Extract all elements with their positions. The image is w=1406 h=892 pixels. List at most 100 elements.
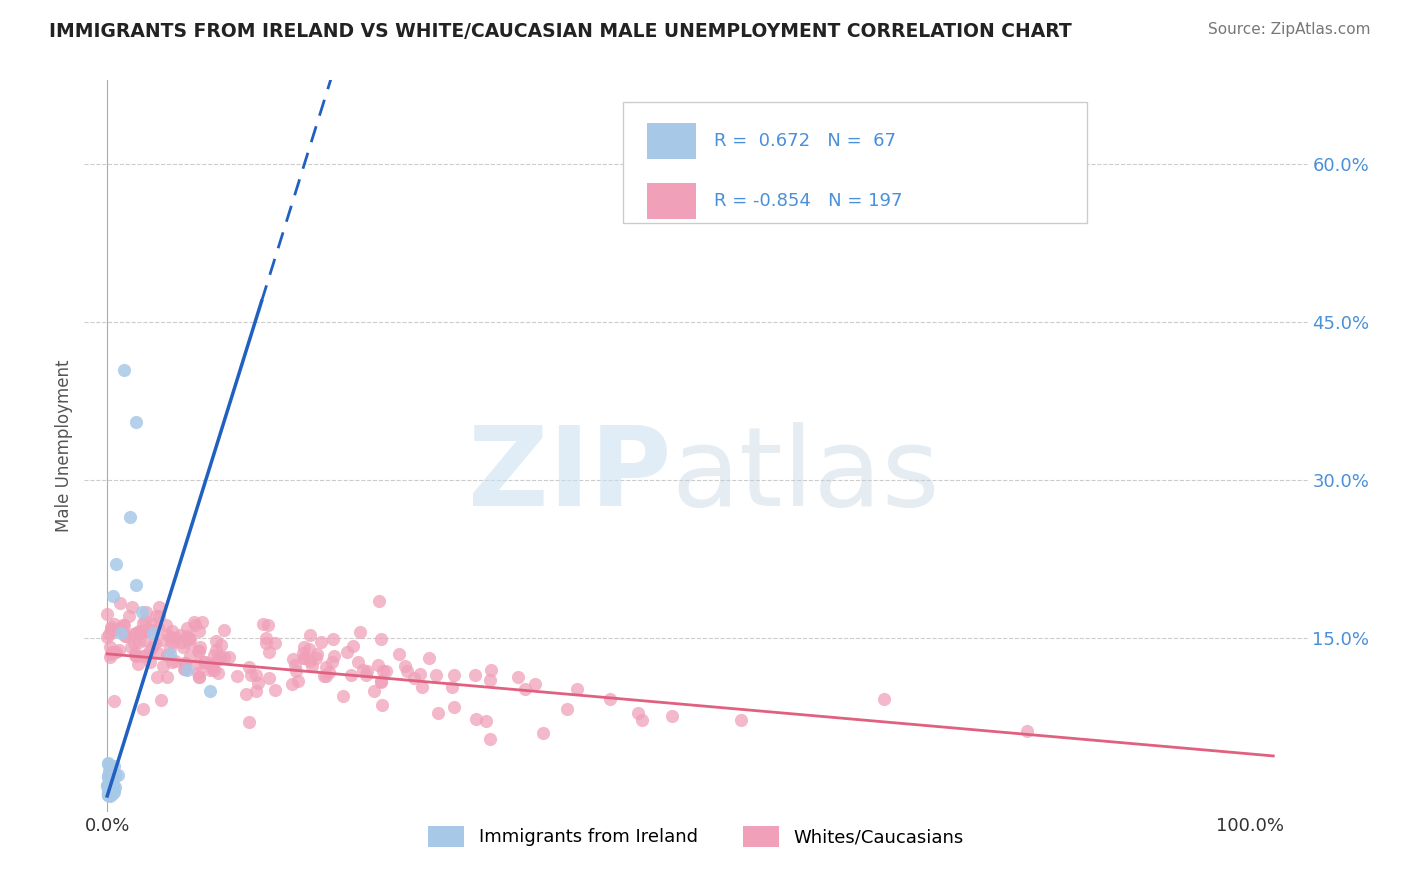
Point [205, 653, 228, 667]
Point [508, 670, 530, 684]
Point [125, 648, 148, 663]
Point [254, 631, 277, 645]
Point [139, 655, 162, 669]
Point [98, 764, 121, 779]
Point [315, 669, 337, 683]
Point [141, 617, 163, 632]
Point [162, 624, 184, 639]
Point [134, 623, 156, 637]
Point [567, 681, 589, 696]
Point [309, 634, 332, 648]
Point [135, 648, 157, 663]
Point [97, 789, 120, 803]
Point [443, 667, 465, 681]
Point [187, 657, 209, 672]
Point [101, 589, 124, 603]
Point [411, 680, 433, 694]
Point [184, 618, 207, 632]
Point [194, 655, 217, 669]
Text: R = -0.854   N = 197: R = -0.854 N = 197 [714, 192, 903, 211]
Point [169, 627, 191, 641]
Point [101, 785, 124, 799]
Point [170, 635, 193, 649]
Point [402, 671, 425, 685]
Point [443, 700, 465, 714]
Point [97, 756, 120, 770]
Point [394, 658, 416, 673]
Point [100, 777, 122, 791]
Point [173, 662, 195, 676]
Point [98, 769, 121, 783]
Point [176, 629, 198, 643]
Point [100, 770, 122, 784]
Point [557, 702, 579, 716]
Point [111, 618, 134, 632]
Point [146, 646, 169, 660]
Point [352, 664, 374, 678]
Point [299, 654, 322, 668]
Bar [647, 123, 696, 159]
Point [160, 631, 183, 645]
Point [240, 667, 263, 681]
Point [202, 648, 225, 663]
Legend: Immigrants from Ireland, Whites/Caucasians: Immigrants from Ireland, Whites/Caucasia… [420, 819, 972, 854]
Point [235, 687, 257, 701]
Point [478, 673, 501, 688]
Point [108, 621, 131, 635]
Point [120, 640, 142, 655]
Point [187, 670, 209, 684]
Point [264, 636, 287, 650]
Point [124, 647, 146, 661]
Point [349, 625, 371, 640]
Point [124, 648, 146, 662]
Point [100, 620, 122, 634]
Point [730, 713, 752, 727]
Point [371, 698, 394, 712]
Point [143, 636, 166, 650]
Point [371, 665, 394, 679]
Point [245, 668, 267, 682]
Point [370, 674, 392, 689]
Point [96, 630, 118, 644]
Point [479, 663, 502, 677]
Point [100, 780, 122, 794]
Point [285, 664, 308, 678]
Point [128, 624, 150, 639]
Point [96, 771, 118, 785]
Text: IMMIGRANTS FROM IRELAND VS WHITE/CAUCASIAN MALE UNEMPLOYMENT CORRELATION CHART: IMMIGRANTS FROM IRELAND VS WHITE/CAUCASI… [49, 22, 1071, 41]
Point [131, 649, 153, 664]
Point [254, 636, 277, 650]
Point [177, 631, 200, 645]
Point [188, 670, 211, 684]
Point [97, 788, 120, 802]
Point [110, 625, 132, 640]
Point [132, 625, 155, 640]
Point [115, 629, 138, 643]
Point [238, 714, 260, 729]
Point [103, 785, 125, 799]
Point [179, 648, 201, 663]
Point [105, 644, 128, 658]
Point [104, 768, 127, 782]
Point [208, 650, 231, 665]
Point [332, 689, 354, 703]
Point [97, 772, 120, 787]
Point [101, 778, 124, 792]
Point [631, 713, 654, 727]
Point [100, 783, 122, 797]
Point [190, 640, 212, 654]
Point [112, 362, 135, 376]
Point [97, 757, 120, 772]
Point [96, 778, 118, 792]
Point [98, 640, 121, 654]
Point [176, 621, 198, 635]
Point [100, 778, 122, 792]
Point [245, 683, 267, 698]
Point [98, 650, 121, 665]
Point [148, 600, 170, 615]
Point [176, 663, 198, 677]
Point [426, 706, 449, 720]
Point [281, 652, 304, 666]
Point [409, 666, 432, 681]
Point [218, 649, 240, 664]
